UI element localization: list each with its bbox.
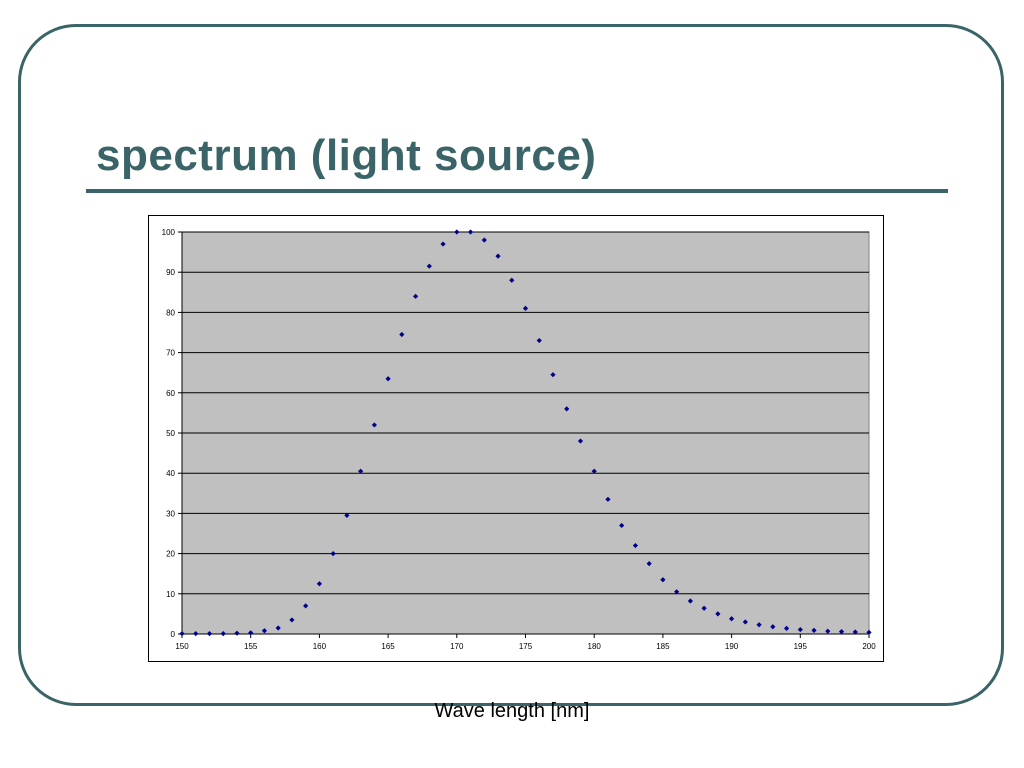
y-tick-label: 50 — [166, 429, 175, 438]
x-tick-label: 200 — [862, 642, 876, 651]
data-point — [467, 229, 474, 235]
data-point — [426, 263, 432, 269]
data-point — [234, 630, 240, 636]
data-point — [674, 589, 680, 595]
x-axis-label: Wave length [nm] — [434, 700, 590, 722]
y-tick-label: 100 — [162, 228, 176, 237]
data-point — [522, 305, 529, 311]
data-point — [866, 629, 872, 635]
data-point — [412, 293, 419, 299]
x-tick-label: 170 — [450, 642, 464, 651]
title-underline — [86, 189, 948, 193]
data-point — [550, 372, 556, 378]
slide-frame — [18, 24, 1004, 706]
y-tick-label: 70 — [166, 349, 175, 358]
x-tick-label: 195 — [794, 642, 808, 651]
data-point — [577, 438, 584, 444]
data-point — [261, 628, 268, 634]
data-point — [248, 630, 254, 636]
data-point — [729, 616, 735, 622]
data-point — [770, 624, 776, 630]
data-point — [825, 628, 831, 634]
data-point — [193, 630, 199, 637]
data-point — [783, 625, 790, 631]
x-tick-label: 165 — [381, 642, 395, 651]
data-point — [440, 241, 446, 247]
y-tick-label: 80 — [166, 308, 175, 317]
data-point — [852, 629, 858, 635]
data-point — [715, 611, 721, 617]
data-point — [179, 630, 185, 637]
chart-area: 0 10 20 30 40 50 60 70 80 90 100 150 155 160 165 170 175… — [148, 215, 884, 662]
data-point — [756, 622, 762, 628]
data-point — [660, 577, 666, 583]
y-tick-label: 30 — [166, 509, 175, 518]
x-tick-label: 185 — [656, 642, 670, 651]
data-point — [289, 617, 295, 623]
data-point — [509, 277, 515, 283]
data-point — [344, 512, 350, 519]
x-tick-label: 180 — [588, 642, 602, 651]
data-point — [811, 627, 817, 633]
data-point — [619, 522, 625, 529]
slide-title: spectrum (light source) — [96, 131, 597, 180]
y-tick-label: 20 — [166, 550, 175, 559]
data-point — [220, 630, 226, 637]
x-tick-label: 155 — [244, 642, 258, 651]
x-tick-label: 190 — [725, 642, 739, 651]
data-point — [742, 619, 748, 625]
data-point — [206, 630, 213, 637]
data-point — [495, 253, 501, 259]
data-point — [605, 496, 611, 502]
x-tick-label: 175 — [519, 642, 533, 651]
x-tick-label: 150 — [175, 642, 189, 651]
y-tick-label: 90 — [166, 268, 175, 277]
data-point — [701, 605, 707, 611]
y-tick-label: 0 — [171, 630, 176, 639]
spectrum-chart: 0 10 20 30 40 50 60 70 80 90 100 150 155 160 165 170 175… — [162, 228, 877, 651]
data-point — [481, 237, 487, 243]
y-tick-label: 60 — [166, 389, 175, 398]
data-point — [632, 542, 639, 549]
data-point — [454, 229, 460, 235]
x-tick-label: 160 — [313, 642, 327, 651]
y-tick-label: 40 — [166, 469, 175, 478]
data-point — [687, 598, 693, 604]
data-point — [564, 406, 570, 412]
data-point — [646, 561, 652, 567]
data-point — [838, 628, 845, 635]
data-point — [591, 468, 597, 474]
y-tick-label: 10 — [166, 590, 175, 599]
data-point — [358, 468, 364, 474]
data-point — [797, 626, 803, 633]
